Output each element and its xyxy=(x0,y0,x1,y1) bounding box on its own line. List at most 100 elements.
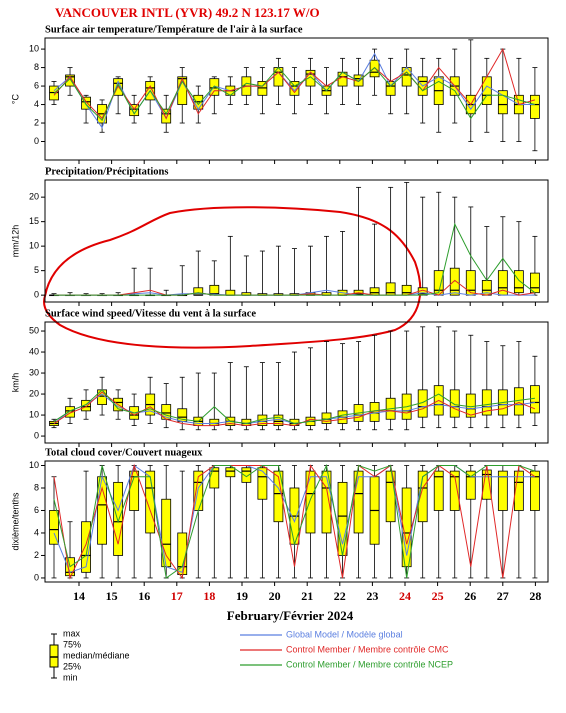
box xyxy=(321,470,332,534)
box xyxy=(449,470,460,511)
box xyxy=(65,406,75,418)
page-title: VANCOUVER INTL (YVR) 49.2 N 123.17 W/O xyxy=(55,5,320,20)
box xyxy=(481,389,492,416)
legend-box xyxy=(49,644,59,668)
x-tick-label: 17 xyxy=(171,589,183,603)
x-tick-label: 21 xyxy=(301,589,313,603)
box xyxy=(81,399,91,412)
y-tick-label: 10 xyxy=(29,241,39,251)
box xyxy=(497,90,508,115)
y-axis-label: mm/12h xyxy=(10,225,20,258)
box xyxy=(81,521,91,573)
x-tick-label: 20 xyxy=(269,589,281,603)
box xyxy=(337,481,348,556)
legend-box-label: median/médiane xyxy=(63,650,130,660)
box xyxy=(530,94,540,119)
y-tick-label: 10 xyxy=(29,409,39,419)
box xyxy=(113,481,124,556)
model-line xyxy=(53,463,536,580)
box xyxy=(497,470,508,511)
y-tick-label: 6 xyxy=(34,80,39,90)
model-line xyxy=(54,222,536,296)
y-tick-label: 0 xyxy=(34,572,39,582)
y-tick-label: 50 xyxy=(29,325,39,335)
box xyxy=(449,267,460,296)
box xyxy=(129,104,140,117)
y-tick-label: 40 xyxy=(29,346,39,356)
y-tick-label: 10 xyxy=(29,460,39,470)
panel-title: Surface air temperature/Température de l… xyxy=(45,24,303,35)
y-tick-label: 6 xyxy=(34,505,39,515)
box xyxy=(369,59,380,78)
panel-title: Surface wind speed/Vitesse du vent à la … xyxy=(45,308,256,319)
box xyxy=(449,389,460,418)
box xyxy=(433,470,444,511)
box xyxy=(305,470,316,534)
y-tick-label: 20 xyxy=(29,388,39,398)
y-tick-label: 2 xyxy=(34,117,39,127)
legend-label: Control Member / Membre contrôle CMC xyxy=(286,644,449,654)
box xyxy=(530,470,540,511)
x-tick-label: 28 xyxy=(529,589,541,603)
y-tick-label: 8 xyxy=(34,482,39,492)
legend-box-label: 25% xyxy=(63,661,81,671)
x-tick-label: 18 xyxy=(203,589,215,603)
y-tick-label: 8 xyxy=(34,62,39,72)
plot-frame xyxy=(44,179,549,303)
y-tick-label: 4 xyxy=(34,99,39,109)
box xyxy=(289,81,300,96)
y-tick-label: 0 xyxy=(34,290,39,300)
box xyxy=(481,469,492,500)
x-tick-label: 24 xyxy=(399,589,411,603)
model-line xyxy=(53,391,536,427)
box xyxy=(225,289,236,296)
y-tick-label: 0 xyxy=(34,136,39,146)
y-axis-label: °C xyxy=(10,93,20,104)
box xyxy=(513,270,524,294)
box xyxy=(209,418,220,426)
y-axis-label: dixième/tenths xyxy=(10,492,20,551)
panel-title: Total cloud cover/Couvert nuageux xyxy=(45,447,203,458)
legend-box-label: max xyxy=(63,628,81,638)
box xyxy=(513,470,524,511)
box xyxy=(81,96,91,110)
legend-label: Global Model / Modèle global xyxy=(286,629,403,639)
y-tick-label: 5 xyxy=(34,265,39,275)
x-tick-label: 15 xyxy=(106,589,118,603)
box xyxy=(465,270,476,296)
box xyxy=(161,108,172,124)
box xyxy=(257,467,268,500)
box xyxy=(353,470,364,534)
x-tick-label: 22 xyxy=(334,589,346,603)
box xyxy=(513,387,524,416)
legend-box-label: 75% xyxy=(63,639,81,649)
y-tick-label: 30 xyxy=(29,367,39,377)
plot-frame xyxy=(44,321,549,444)
panel-title: Precipitation/Précipitations xyxy=(45,166,168,177)
x-tick-label: 23 xyxy=(366,589,378,603)
box xyxy=(241,467,252,483)
y-tick-label: 2 xyxy=(34,550,39,560)
box xyxy=(401,67,412,87)
box xyxy=(225,467,236,478)
y-tick-label: 15 xyxy=(29,216,39,226)
x-tick-label: 26 xyxy=(464,589,476,603)
model-line xyxy=(53,463,536,579)
x-axis-label: February/Février 2024 xyxy=(227,608,354,623)
y-axis-label: km/h xyxy=(10,373,20,393)
model-line xyxy=(53,52,535,129)
legend-box-label: min xyxy=(63,672,78,682)
annotation-ellipse xyxy=(43,206,422,349)
plot-frame xyxy=(44,37,549,161)
y-tick-label: 10 xyxy=(29,43,39,53)
model-line xyxy=(53,47,536,120)
x-tick-label: 14 xyxy=(73,589,85,603)
legend-label: Control Member / Membre contrôle NCEP xyxy=(286,659,453,669)
model-line xyxy=(53,66,536,122)
y-tick-label: 4 xyxy=(34,527,39,537)
x-tick-label: 27 xyxy=(497,589,509,603)
x-tick-label: 25 xyxy=(432,589,444,603)
x-tick-label: 16 xyxy=(138,589,150,603)
y-tick-label: 0 xyxy=(34,430,39,440)
